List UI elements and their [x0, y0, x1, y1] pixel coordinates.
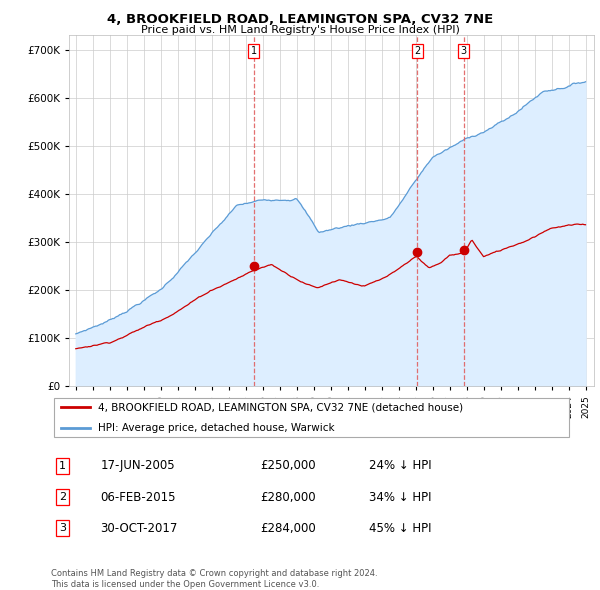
Text: 1: 1: [59, 461, 66, 471]
Text: 4, BROOKFIELD ROAD, LEAMINGTON SPA, CV32 7NE: 4, BROOKFIELD ROAD, LEAMINGTON SPA, CV32…: [107, 13, 493, 26]
Text: HPI: Average price, detached house, Warwick: HPI: Average price, detached house, Warw…: [98, 422, 335, 432]
Text: 3: 3: [461, 46, 467, 56]
Text: 2: 2: [59, 492, 66, 502]
Text: Price paid vs. HM Land Registry's House Price Index (HPI): Price paid vs. HM Land Registry's House …: [140, 25, 460, 35]
Text: 30-OCT-2017: 30-OCT-2017: [101, 522, 178, 535]
Text: 24% ↓ HPI: 24% ↓ HPI: [370, 460, 432, 473]
Text: 1: 1: [250, 46, 257, 56]
Text: £284,000: £284,000: [260, 522, 316, 535]
Text: £280,000: £280,000: [260, 490, 316, 504]
Text: 2: 2: [414, 46, 421, 56]
Text: 3: 3: [59, 523, 66, 533]
Text: 34% ↓ HPI: 34% ↓ HPI: [370, 490, 432, 504]
Text: 4, BROOKFIELD ROAD, LEAMINGTON SPA, CV32 7NE (detached house): 4, BROOKFIELD ROAD, LEAMINGTON SPA, CV32…: [98, 402, 463, 412]
Text: 06-FEB-2015: 06-FEB-2015: [101, 490, 176, 504]
Text: 45% ↓ HPI: 45% ↓ HPI: [370, 522, 432, 535]
Text: £250,000: £250,000: [260, 460, 316, 473]
Text: Contains HM Land Registry data © Crown copyright and database right 2024.
This d: Contains HM Land Registry data © Crown c…: [51, 569, 377, 589]
FancyBboxPatch shape: [53, 398, 569, 437]
Text: 17-JUN-2005: 17-JUN-2005: [101, 460, 175, 473]
